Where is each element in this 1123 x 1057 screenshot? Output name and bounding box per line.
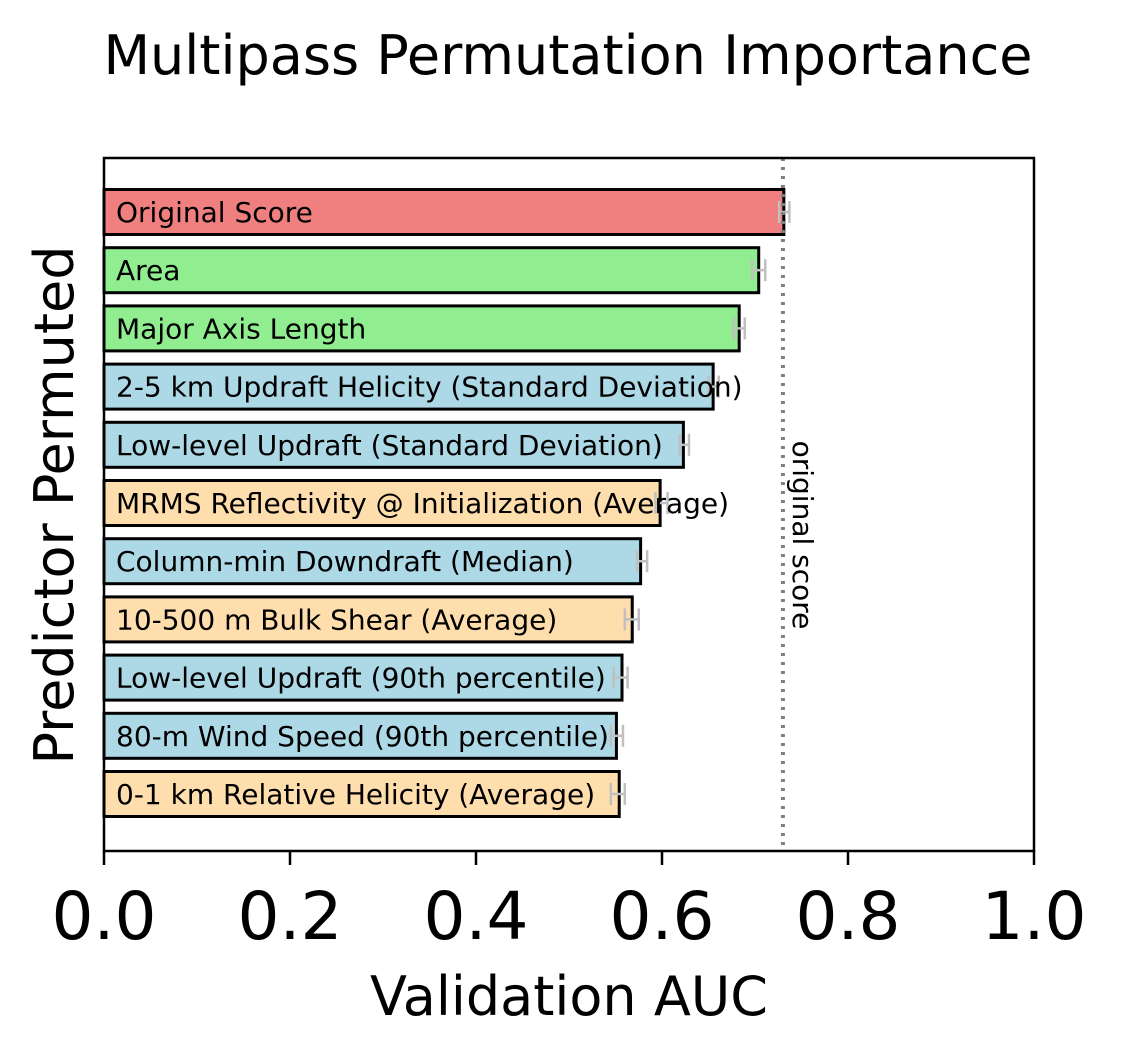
bar-label: 10-500 m Bulk Shear (Average) [116, 603, 557, 636]
error-bar [678, 433, 691, 456]
bars [102, 188, 786, 818]
bar-label: Low-level Updraft (Standard Deviation) [116, 429, 663, 462]
bar [102, 420, 685, 469]
error-bar [732, 317, 747, 340]
error-bar [750, 259, 767, 282]
bar-label: 80-m Wind Speed (90th percentile) [116, 720, 609, 753]
x-tick-label: 0.6 [610, 878, 715, 955]
bar-label: Column-min Downdraft (Median) [116, 545, 574, 578]
bar-label: Low-level Updraft (90th percentile) [116, 662, 606, 695]
x-tick-label: 1.0 [982, 878, 1087, 955]
original-score-label: original score [786, 441, 819, 630]
error-bar [609, 724, 625, 747]
x-tick-label: 0.0 [52, 878, 157, 955]
bar-label: MRMS Reflectivity @ Initialization (Aver… [116, 487, 729, 520]
bar [102, 304, 741, 353]
bar [102, 537, 643, 586]
chart-title: Multipass Permutation Importance [103, 24, 1032, 87]
bar-label: 2-5 km Updraft Helicity (Standard Deviat… [116, 371, 743, 404]
x-axis-label: Validation AUC [370, 965, 768, 1028]
error-bar [635, 550, 649, 573]
x-tick-label: 0.4 [424, 878, 529, 955]
bar-label: Major Axis Length [116, 312, 366, 345]
bar-labels: Original Score Area Major Axis Length 2-5 k… [116, 196, 743, 811]
bar-label: Area [116, 254, 180, 287]
error-bar [654, 492, 669, 514]
plot-frame [102, 156, 1036, 853]
bar-label: Original Score [116, 196, 313, 229]
error-bar [707, 375, 720, 398]
error-bar [609, 783, 627, 805]
x-tick-label: 0.2 [238, 878, 343, 955]
error-bar [612, 666, 629, 689]
x-axis-ticks: 0.0 0.2 0.4 0.6 0.8 1.0 [52, 851, 1087, 955]
y-axis-label: Predictor Permuted [23, 245, 86, 764]
bar-label: 0-1 km Relative Helicity (Average) [116, 778, 595, 811]
error-bars [609, 201, 791, 805]
bar [102, 246, 761, 295]
x-tick-label: 0.8 [796, 878, 901, 955]
error-bar [623, 608, 640, 631]
